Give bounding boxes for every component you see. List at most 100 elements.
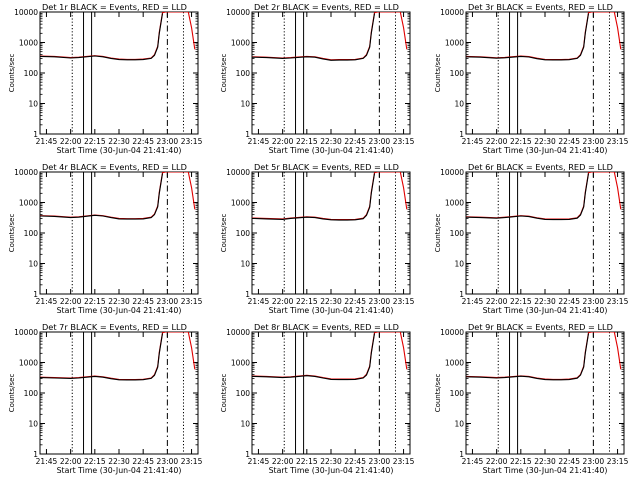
y-tick-label: 10000: [226, 8, 250, 17]
x-tick-label: 22:45: [132, 457, 154, 466]
x-tick-label: 22:15: [510, 457, 532, 466]
x-tick-label: 22:00: [486, 297, 508, 306]
y-tick-label: 1000: [231, 199, 250, 208]
x-tick-label: 22:45: [344, 457, 366, 466]
x-tick-label: 23:15: [607, 457, 629, 466]
y-axis-label: Counts/sec: [8, 54, 16, 93]
y-tick-label: 1000: [19, 199, 38, 208]
x-tick-label: 22:45: [558, 297, 580, 306]
plot-frame: [465, 171, 625, 295]
x-tick-label: 22:45: [558, 457, 580, 466]
x-tick-label: 21:45: [36, 297, 58, 306]
x-tick-label: 23:00: [583, 137, 605, 146]
x-tick-label: 22:15: [296, 137, 318, 146]
series-line-lld: [40, 12, 196, 60]
y-tick-label: 100: [450, 389, 465, 398]
panel-title: Det 9r BLACK = Events, RED = LLD: [468, 322, 613, 332]
x-tick-label: 23:00: [369, 137, 391, 146]
panel-title: Det 6r BLACK = Events, RED = LLD: [468, 162, 613, 172]
x-axis-label: Start Time (30-Jun-04 21:41:40): [57, 306, 182, 315]
panel-title: Det 1r BLACK = Events, RED = LLD: [42, 2, 187, 12]
panel-title: Det 5r BLACK = Events, RED = LLD: [254, 162, 399, 172]
x-tick-label: 22:15: [84, 457, 106, 466]
series-line-lld: [466, 12, 622, 61]
y-tick-label: 10000: [14, 168, 38, 177]
y-tick-label: 100: [450, 229, 465, 238]
y-tick-label: 10000: [226, 168, 250, 177]
detector-panel-4: Det 4r BLACK = Events, RED = LLD 1 10 100 10…: [8, 162, 203, 315]
x-tick-label: 21:45: [462, 297, 484, 306]
x-tick-label: 23:15: [181, 457, 203, 466]
panel-title: Det 4r BLACK = Events, RED = LLD: [42, 162, 187, 172]
series-line-events: [252, 333, 376, 381]
y-tick-label: 1: [33, 450, 38, 459]
plot-frame: [465, 331, 625, 455]
detector-panel-7: Det 7r BLACK = Events, RED = LLD 1 10 100 10…: [8, 322, 203, 475]
y-tick-label: 10: [240, 100, 250, 109]
y-tick-label: 10: [454, 100, 464, 109]
x-tick-label: 23:15: [181, 297, 203, 306]
series-line-events: [466, 13, 590, 61]
x-tick-label: 23:00: [157, 457, 179, 466]
series-line-lld: [466, 332, 622, 380]
detector-panel-5: Det 5r BLACK = Events, RED = LLD 1 10 100 10…: [220, 162, 415, 315]
y-tick-label: 1: [245, 450, 250, 459]
x-tick-label: 22:30: [108, 457, 130, 466]
x-axis-label: Start Time (30-Jun-04 21:41:40): [269, 466, 394, 475]
plot-frame: [465, 11, 625, 135]
series-line-events: [252, 173, 376, 221]
x-tick-label: 23:15: [393, 297, 415, 306]
panel-title: Det 8r BLACK = Events, RED = LLD: [254, 322, 399, 332]
x-tick-label: 22:45: [132, 137, 154, 146]
y-tick-label: 10: [454, 420, 464, 429]
y-tick-label: 1000: [445, 199, 464, 208]
y-tick-label: 1: [33, 290, 38, 299]
x-tick-label: 23:15: [607, 297, 629, 306]
y-tick-label: 1000: [231, 39, 250, 48]
y-tick-label: 10000: [440, 168, 464, 177]
y-tick-label: 100: [24, 69, 39, 78]
y-tick-label: 1000: [19, 39, 38, 48]
x-axis-label: Start Time (30-Jun-04 21:41:40): [483, 306, 608, 315]
x-tick-label: 23:15: [393, 457, 415, 466]
detector-panel-8: Det 8r BLACK = Events, RED = LLD 1 10 100 10…: [220, 322, 415, 475]
x-tick-label: 23:00: [583, 297, 605, 306]
x-tick-label: 21:45: [248, 297, 270, 306]
y-axis-label: Counts/sec: [434, 54, 442, 93]
plot-frame: [251, 171, 411, 295]
y-tick-label: 1: [245, 130, 250, 139]
x-tick-label: 22:30: [534, 457, 556, 466]
x-tick-label: 22:45: [344, 297, 366, 306]
series-line-events: [40, 13, 164, 61]
y-axis-label: Counts/sec: [8, 214, 16, 253]
x-tick-label: 23:00: [583, 457, 605, 466]
x-tick-label: 22:30: [534, 137, 556, 146]
y-tick-label: 1: [459, 450, 464, 459]
x-tick-label: 22:00: [272, 137, 294, 146]
plot-frame: [251, 331, 411, 455]
y-tick-label: 10000: [14, 328, 38, 337]
x-tick-label: 22:15: [296, 297, 318, 306]
series-line-lld: [252, 172, 408, 221]
series-line-events: [252, 13, 376, 61]
x-tick-label: 21:45: [462, 457, 484, 466]
x-tick-label: 22:45: [344, 137, 366, 146]
y-tick-label: 10000: [14, 8, 38, 17]
x-tick-label: 23:15: [393, 137, 415, 146]
x-tick-label: 22:15: [510, 297, 532, 306]
series-line-lld: [252, 332, 408, 380]
x-axis-label: Start Time (30-Jun-04 21:41:40): [483, 146, 608, 155]
series-line-lld: [40, 332, 196, 381]
x-axis-label: Start Time (30-Jun-04 21:41:40): [483, 466, 608, 475]
x-tick-label: 23:00: [157, 297, 179, 306]
y-axis-label: Counts/sec: [220, 374, 228, 413]
y-tick-label: 10: [240, 260, 250, 269]
y-tick-label: 100: [450, 69, 465, 78]
x-tick-label: 21:45: [36, 457, 58, 466]
series-line-lld: [252, 12, 408, 61]
detector-panel-6: Det 6r BLACK = Events, RED = LLD 1 10 100 10…: [434, 162, 629, 315]
y-tick-label: 10: [240, 420, 250, 429]
plot-frame: [39, 331, 199, 455]
detector-panel-1: Det 1r BLACK = Events, RED = LLD 1 10 100 10…: [8, 2, 203, 155]
plot-frame: [39, 171, 199, 295]
